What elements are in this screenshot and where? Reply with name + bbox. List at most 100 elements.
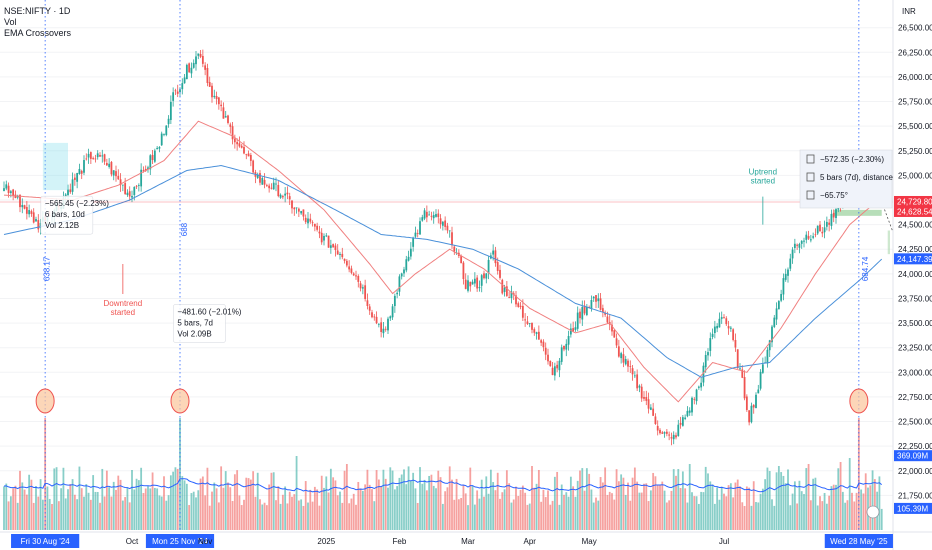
grid [0, 27, 893, 496]
price-axis[interactable]: INR 26,500.00 26,250.00 26,000.00 25,750.00 2… [866, 0, 932, 550]
volume-bar [805, 468, 808, 530]
candle [599, 292, 602, 311]
volume-bar [624, 494, 627, 530]
candle [620, 351, 623, 364]
candle-body [448, 230, 451, 232]
measure-text: Vol 2.09B [177, 329, 211, 338]
candle-body [243, 146, 245, 154]
volume-bar [716, 487, 719, 530]
candle-body [590, 299, 593, 309]
info-box-line: −65.75° [820, 191, 848, 200]
time-axis[interactable]: Fri 30 Aug '24 Mon 25 Nov '24 Wed 28 May '… [0, 531, 932, 548]
volume-bar [213, 482, 216, 530]
candle-body [796, 244, 799, 246]
uptrend-label: started [751, 177, 775, 186]
candle-body [185, 64, 188, 80]
candle [563, 345, 565, 352]
candle [531, 322, 533, 334]
candle-body [535, 332, 538, 334]
candle [361, 284, 364, 295]
candle [76, 172, 79, 189]
candle-body [179, 89, 181, 93]
candle [286, 186, 289, 200]
volume-bar [771, 499, 773, 530]
candle [124, 177, 127, 195]
price-tick-label: 25,000.00 [898, 171, 932, 180]
candle [640, 383, 643, 402]
info-box-line: −572.35 (−2.30%) [820, 155, 884, 164]
candle-body [23, 205, 26, 209]
volume-bar [864, 473, 867, 530]
volume-bar [846, 500, 849, 530]
volume-bar [505, 470, 508, 530]
volume-bar [659, 484, 661, 530]
volume-bar [355, 504, 357, 530]
candle [105, 158, 108, 167]
volume-bar [80, 488, 83, 530]
candle [240, 144, 243, 149]
volume-bar [665, 502, 668, 530]
volume-bar [515, 486, 517, 530]
candle-body [318, 231, 321, 234]
candle [444, 216, 447, 231]
volume-bar [649, 490, 652, 530]
candle [654, 413, 657, 425]
volume-bar [37, 496, 40, 530]
volume-bar [110, 496, 113, 530]
volume-bar [775, 472, 778, 530]
candle [499, 264, 501, 280]
candle [777, 300, 780, 310]
candle-body [238, 143, 241, 147]
volume-bar [377, 479, 380, 530]
volume-bar [553, 476, 556, 530]
candle [576, 306, 579, 332]
candle-body [773, 317, 776, 327]
candle-body [94, 158, 97, 160]
candle-body [480, 275, 483, 286]
volume-bar [94, 491, 97, 530]
volume-bar [375, 470, 378, 530]
candle-body [467, 280, 469, 291]
candle-body [133, 186, 136, 196]
volume-bar [633, 467, 636, 530]
candle-body [702, 365, 705, 383]
price-tick-label: 26,500.00 [898, 24, 932, 33]
volume-bar [467, 505, 469, 530]
ema-indicator-label[interactable]: EMA Crossovers [4, 28, 72, 38]
candle-body [613, 330, 616, 338]
volume-bar [499, 498, 501, 530]
volume-bar [83, 496, 85, 530]
symbol-title[interactable]: NSE:NIFTY · 1D [4, 6, 71, 16]
candle [281, 194, 284, 200]
volume-bar [727, 485, 730, 530]
candle [391, 303, 394, 321]
candle-body [544, 347, 547, 355]
candle [711, 328, 714, 340]
candle [121, 184, 124, 192]
volume-badge-label: 369.09M [897, 452, 928, 461]
candle [800, 240, 803, 249]
candle [21, 198, 24, 214]
candle-body [149, 155, 152, 170]
volume-bar [64, 498, 67, 530]
candle-body [236, 142, 239, 145]
volume-bar [464, 493, 467, 530]
candle [533, 327, 536, 336]
candle-body [316, 225, 319, 230]
candle [327, 235, 330, 248]
price-tick-label: 24,000.00 [898, 270, 932, 279]
volume-spike-circle [170, 388, 190, 414]
candle [478, 280, 481, 292]
candle-body [604, 312, 607, 315]
candle-body [777, 301, 780, 310]
volume-bar [28, 474, 31, 530]
candle [752, 404, 755, 414]
candle-body [412, 237, 415, 247]
candle [688, 407, 691, 416]
volume-bar [832, 484, 835, 530]
volume-indicator-label[interactable]: Vol [4, 17, 17, 27]
candle [227, 114, 229, 125]
ema-fast-line [3, 120, 883, 403]
candle-body [496, 262, 499, 271]
